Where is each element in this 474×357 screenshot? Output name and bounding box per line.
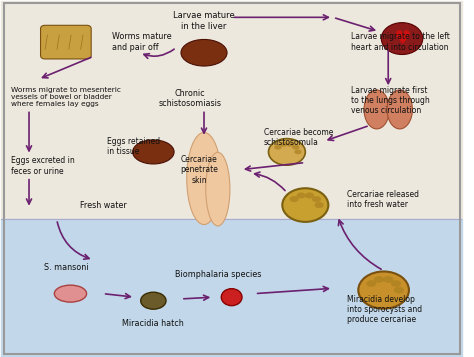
Ellipse shape <box>133 140 174 164</box>
Ellipse shape <box>206 152 230 226</box>
Text: Cercariae
penetrate
skin: Cercariae penetrate skin <box>181 155 219 185</box>
Ellipse shape <box>292 145 300 150</box>
Text: Worms mature
and pair off: Worms mature and pair off <box>112 32 172 52</box>
Ellipse shape <box>394 287 404 293</box>
Text: Larvae migrate to the left
heart and into circulation: Larvae migrate to the left heart and int… <box>351 32 450 52</box>
Text: Biomphalaria species: Biomphalaria species <box>174 270 261 279</box>
Text: Fresh water: Fresh water <box>80 201 127 210</box>
Ellipse shape <box>387 90 412 129</box>
Ellipse shape <box>55 285 87 302</box>
Text: Chronic
schistosomiasis: Chronic schistosomiasis <box>159 89 222 109</box>
Ellipse shape <box>287 142 294 147</box>
FancyBboxPatch shape <box>41 25 91 59</box>
Bar <box>1 1 462 219</box>
Text: Larvae mature
in the liver: Larvae mature in the liver <box>173 11 235 31</box>
Ellipse shape <box>280 142 287 147</box>
Ellipse shape <box>312 196 321 202</box>
Ellipse shape <box>283 188 328 222</box>
Text: S. mansoni: S. mansoni <box>44 262 88 272</box>
Ellipse shape <box>374 276 384 283</box>
Text: Eggs excreted in
feces or urine: Eggs excreted in feces or urine <box>10 156 74 176</box>
Text: Eggs retained
in tissue: Eggs retained in tissue <box>107 137 160 156</box>
Ellipse shape <box>383 276 393 283</box>
Ellipse shape <box>221 289 242 306</box>
Ellipse shape <box>294 150 301 154</box>
Ellipse shape <box>187 132 221 225</box>
Bar <box>1 219 462 356</box>
Ellipse shape <box>391 280 401 287</box>
Ellipse shape <box>141 292 166 309</box>
Text: Miracidia develop
into sporocysts and
produce cercariae: Miracidia develop into sporocysts and pr… <box>347 295 422 325</box>
Ellipse shape <box>364 90 389 129</box>
Ellipse shape <box>358 271 409 309</box>
Ellipse shape <box>296 192 306 198</box>
Ellipse shape <box>305 192 314 198</box>
Ellipse shape <box>268 139 305 165</box>
Circle shape <box>381 22 423 55</box>
Ellipse shape <box>315 202 324 208</box>
Text: Miracidia hatch: Miracidia hatch <box>122 319 184 328</box>
Text: Worms migrate to mesenteric
vessels of bowel or bladder
where females lay eggs: Worms migrate to mesenteric vessels of b… <box>10 87 120 107</box>
Ellipse shape <box>181 40 227 66</box>
Text: Larvae migrate first
to the lungs through
venous circulation: Larvae migrate first to the lungs throug… <box>351 86 430 115</box>
Text: Cercariae released
into fresh water: Cercariae released into fresh water <box>347 190 419 210</box>
Text: ♥: ♥ <box>393 29 411 48</box>
Text: Cercariae become
schistosomula: Cercariae become schistosomula <box>264 128 333 147</box>
Ellipse shape <box>290 196 299 202</box>
Ellipse shape <box>366 280 376 287</box>
Ellipse shape <box>274 145 282 150</box>
